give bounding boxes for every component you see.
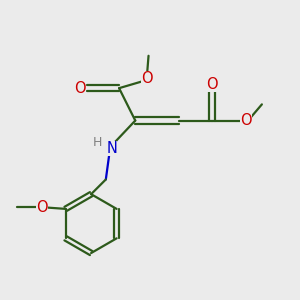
Text: N: N xyxy=(106,141,117,156)
Text: O: O xyxy=(141,71,152,86)
Text: O: O xyxy=(36,200,48,215)
Text: O: O xyxy=(74,81,86,96)
Text: O: O xyxy=(240,113,251,128)
Text: H: H xyxy=(92,136,102,149)
Text: O: O xyxy=(206,77,218,92)
